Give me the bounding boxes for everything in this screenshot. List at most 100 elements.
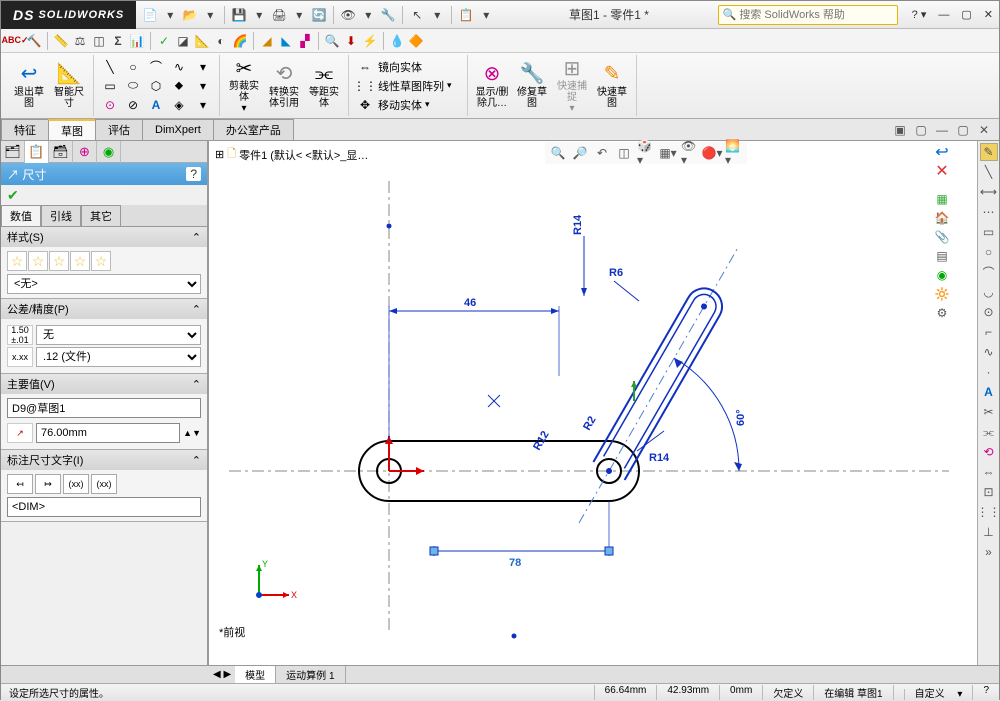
fillet-icon[interactable]: ⌐ bbox=[980, 323, 998, 341]
import-icon[interactable]: ⬇ bbox=[343, 33, 359, 49]
clip-icon[interactable]: 📎 bbox=[933, 228, 951, 246]
prev-view-icon[interactable]: ↶ bbox=[593, 144, 611, 162]
line-icon[interactable]: ╲ bbox=[100, 58, 120, 76]
tab-sketch[interactable]: 草图 bbox=[48, 119, 96, 140]
parting-icon[interactable]: ▞ bbox=[297, 33, 313, 49]
point-icon[interactable]: ⊙ bbox=[100, 96, 120, 114]
sketch-confirm-icon[interactable]: ↩ bbox=[933, 143, 951, 161]
ellipse-icon[interactable]: ⬥ bbox=[169, 77, 189, 95]
quicksnap-button[interactable]: ⊞快速捕捉▾ bbox=[552, 55, 592, 116]
pencil-icon[interactable]: ✎ bbox=[980, 143, 998, 161]
dim-value-input[interactable] bbox=[36, 423, 180, 443]
pos-btn[interactable]: ↤ bbox=[7, 474, 33, 494]
print-icon[interactable]: 🖨 bbox=[271, 7, 287, 23]
dimtext-input[interactable] bbox=[7, 497, 201, 517]
win-icon[interactable]: ▢ bbox=[912, 121, 930, 139]
arc-tool-icon[interactable]: ⌒ bbox=[980, 263, 998, 281]
star-button[interactable]: ☆ bbox=[70, 251, 90, 271]
ok-button[interactable]: ✔ bbox=[7, 187, 19, 204]
exit-sketch-button[interactable]: ↩退出草图 bbox=[9, 61, 49, 111]
showhide-button[interactable]: ⊗显示/删除几… bbox=[472, 61, 512, 111]
polygon-icon[interactable]: ⬡ bbox=[146, 77, 166, 95]
style-combo[interactable]: <无> bbox=[7, 274, 201, 294]
smart-dimension-button[interactable]: 📐智能尺寸 bbox=[49, 61, 89, 111]
help-icon[interactable]: ? bbox=[186, 167, 201, 181]
style-header[interactable]: 样式(S)⌃ bbox=[1, 227, 207, 247]
dimtext-header[interactable]: 标注尺寸文字(I)⌃ bbox=[1, 450, 207, 470]
open-icon[interactable]: 📂 bbox=[182, 7, 198, 23]
dropdown-icon[interactable]: ▾ bbox=[202, 7, 218, 23]
motion-tab[interactable]: 运动算例 1 bbox=[276, 666, 345, 683]
mass-icon[interactable]: ⚖ bbox=[72, 33, 88, 49]
construction-icon[interactable]: ⊡ bbox=[980, 483, 998, 501]
model-tab[interactable]: 模型 bbox=[235, 666, 276, 683]
section-view-icon[interactable]: ◫ bbox=[615, 144, 633, 162]
tol-combo[interactable]: 无 bbox=[36, 325, 201, 345]
sigma-icon[interactable]: Σ bbox=[110, 33, 126, 49]
centerline-icon[interactable]: ⊘ bbox=[123, 96, 143, 114]
dropdown-icon[interactable]: ▾ bbox=[478, 7, 494, 23]
search-box[interactable]: 🔍 bbox=[718, 5, 898, 25]
subtab-other[interactable]: 其它 bbox=[81, 205, 121, 226]
rect-icon[interactable]: ▭ bbox=[100, 77, 120, 95]
property-tab[interactable]: 📋 bbox=[25, 141, 49, 163]
spline-icon[interactable]: ∿ bbox=[169, 58, 189, 76]
save-icon[interactable]: 💾 bbox=[231, 7, 247, 23]
text-tool-icon[interactable]: A bbox=[980, 383, 998, 401]
undercut-icon[interactable]: ◣ bbox=[278, 33, 294, 49]
line-tool-icon[interactable]: ╲ bbox=[980, 163, 998, 181]
display-tab[interactable]: ◉ bbox=[97, 141, 121, 163]
help-dropdown[interactable]: ? ▾ bbox=[906, 8, 933, 21]
offset-tool-icon[interactable]: ⫘ bbox=[980, 423, 998, 441]
star-button[interactable]: ☆ bbox=[91, 251, 111, 271]
flow-icon[interactable]: 💧 bbox=[389, 33, 405, 49]
dd[interactable]: ▾ bbox=[193, 96, 213, 114]
section-icon[interactable]: ◫ bbox=[91, 33, 107, 49]
move-label[interactable]: 移动实体 bbox=[378, 97, 422, 113]
arc-icon[interactable]: ⌒ bbox=[146, 58, 166, 76]
geometry-icon[interactable]: ◪ bbox=[175, 33, 191, 49]
status-help-icon[interactable]: ? bbox=[972, 685, 999, 700]
dd[interactable]: ▾ bbox=[193, 77, 213, 95]
convert-button[interactable]: ⟲转换实体引用 bbox=[264, 61, 304, 111]
tab-eval[interactable]: 评估 bbox=[95, 119, 143, 140]
render-icon[interactable]: 🔆 bbox=[933, 285, 951, 303]
simulate-icon[interactable]: ⚡ bbox=[362, 33, 378, 49]
options-icon[interactable]: 👁 bbox=[340, 7, 356, 23]
pos-btn[interactable]: ↦ bbox=[35, 474, 61, 494]
curvature-icon[interactable]: 🌈 bbox=[232, 33, 248, 49]
arc3-icon[interactable]: ◡ bbox=[980, 283, 998, 301]
cline-icon[interactable]: ⋯ bbox=[980, 203, 998, 221]
pos-btn[interactable]: (xx) bbox=[91, 474, 117, 494]
trim-button[interactable]: ✂剪裁实体▾ bbox=[224, 55, 264, 116]
minimize-button[interactable]: — bbox=[932, 9, 955, 21]
tolerance-header[interactable]: 公差/精度(P)⌃ bbox=[1, 299, 207, 319]
pattern-tool-icon[interactable]: ⋮⋮ bbox=[980, 503, 998, 521]
zebra-icon[interactable]: ◐ bbox=[213, 33, 229, 49]
tab-nav-icon[interactable]: ◀ ▶ bbox=[209, 669, 235, 680]
circle-icon[interactable]: ○ bbox=[123, 58, 143, 76]
point-tool-icon[interactable]: · bbox=[980, 363, 998, 381]
win-close-icon[interactable]: ✕ bbox=[975, 121, 993, 139]
zoom-fit-icon[interactable]: 🔍 bbox=[549, 144, 567, 162]
compare-icon[interactable]: 🔍 bbox=[324, 33, 340, 49]
tool-icon[interactable]: 🔨 bbox=[26, 33, 42, 49]
close-button[interactable]: ✕ bbox=[978, 8, 999, 21]
sensor-icon[interactable]: 📊 bbox=[129, 33, 145, 49]
measure-icon[interactable]: 📏 bbox=[53, 33, 69, 49]
circle-tool-icon[interactable]: ○ bbox=[980, 243, 998, 261]
win-icon[interactable]: ▣ bbox=[891, 121, 909, 139]
move-icon[interactable]: ✥ bbox=[355, 96, 375, 114]
tangent-icon[interactable]: ⊙ bbox=[980, 303, 998, 321]
appearance-icon[interactable]: 🔴▾ bbox=[703, 144, 721, 162]
spinner-icon[interactable]: ▲▼ bbox=[183, 428, 201, 438]
precision-combo[interactable]: .12 (文件) bbox=[36, 347, 201, 367]
zoom-area-icon[interactable]: 🔎 bbox=[571, 144, 589, 162]
mirror-icon[interactable]: ⇔ bbox=[355, 58, 375, 76]
pos-btn[interactable]: (xx) bbox=[63, 474, 89, 494]
star-button[interactable]: ☆ bbox=[49, 251, 69, 271]
misc-icon[interactable]: 🔶 bbox=[408, 33, 424, 49]
spellcheck-icon[interactable]: ABC✓ bbox=[7, 33, 23, 49]
display-style-icon[interactable]: ▦▾ bbox=[659, 144, 677, 162]
new-icon[interactable]: 📄 bbox=[142, 7, 158, 23]
